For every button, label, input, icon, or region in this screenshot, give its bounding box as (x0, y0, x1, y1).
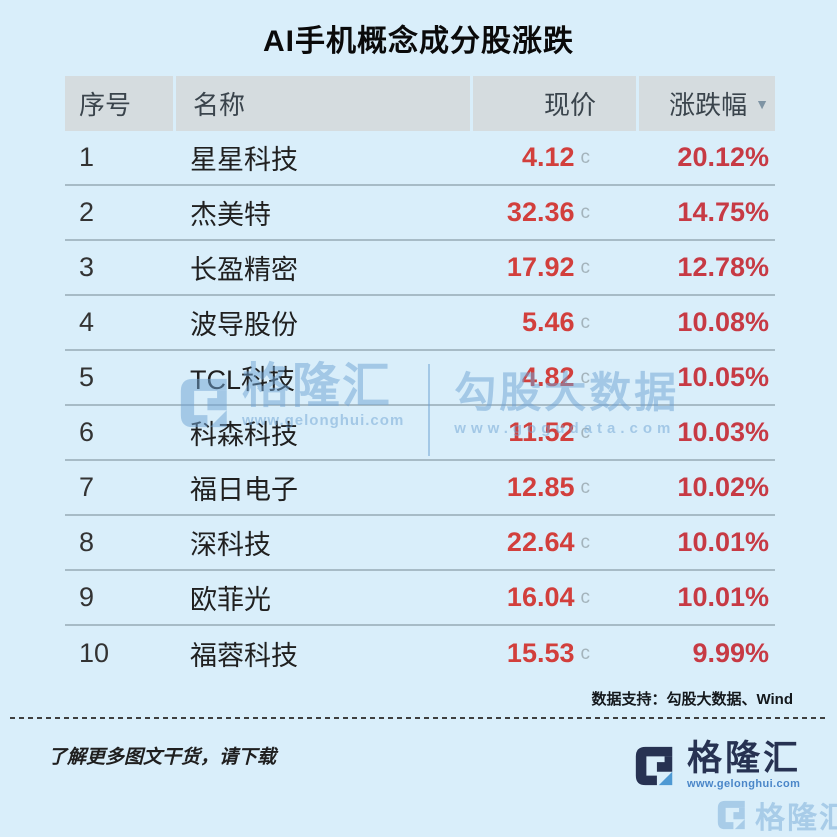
dashed-divider (10, 717, 829, 719)
price-cell: 4.12 c (467, 142, 630, 173)
stock-name-cell: 欧菲光 (190, 585, 271, 615)
table-row[interactable]: 5 TCL科技 4.82 c 10.05% (65, 351, 775, 406)
table-row[interactable]: 8 深科技 22.64 c 10.01% (65, 516, 775, 571)
sort-desc-icon[interactable]: ▼ (755, 95, 769, 112)
table-row[interactable]: 4 波导股份 5.46 c 10.08% (65, 296, 775, 351)
table-row[interactable]: 9 欧菲光 16.04 c 10.01% (65, 571, 775, 626)
stock-name-cell: 杰美特 (190, 200, 271, 230)
price-value: 12.85 (506, 472, 575, 502)
price-cell: 4.82 c (467, 362, 630, 393)
row-index-cell: 9 (79, 582, 95, 612)
row-index-cell: 6 (79, 417, 95, 447)
change-percent-cell: 10.02% (677, 472, 769, 502)
price-unit-label: c (580, 201, 591, 223)
page-title: AI手机概念成分股涨跌 (263, 25, 574, 58)
price-unit-label: c (580, 146, 591, 168)
price-unit-label: c (580, 256, 591, 278)
row-index-cell: 10 (79, 638, 110, 668)
promo-text: 了解更多图文干货，请下载 (48, 747, 277, 768)
stock-name-cell: 长盈精密 (190, 255, 298, 285)
corner-watermark: 格隆汇 (715, 793, 837, 837)
data-source-credit: 数据支持：勾股大数据、Wind (591, 691, 793, 708)
change-percent-cell: 10.05% (677, 362, 769, 392)
price-cell: 12.85 c (467, 472, 630, 503)
change-percent-cell: 20.12% (677, 142, 769, 172)
header-change[interactable]: 涨跌幅 ▼ (639, 76, 775, 131)
row-index-cell: 4 (79, 307, 95, 337)
header-index: 序号 (65, 76, 173, 131)
table-row[interactable]: 7 福日电子 12.85 c 10.02% (65, 461, 775, 516)
change-percent-cell: 10.08% (677, 307, 769, 337)
gelonghui-logo-icon (635, 746, 673, 785)
table-row[interactable]: 6 科森科技 11.52 c 10.03% (65, 406, 775, 461)
change-percent-cell: 10.03% (677, 417, 769, 447)
price-cell: 11.52 c (467, 417, 630, 448)
brand-url: www.gelonghui.com (686, 778, 801, 790)
gelonghui-logo-icon (717, 800, 745, 830)
price-unit-label: c (580, 476, 591, 498)
price-value: 4.12 (521, 142, 575, 172)
table-row[interactable]: 1 星星科技 4.12 c 20.12% (65, 131, 775, 186)
stock-name-cell: TCL科技 (190, 365, 296, 395)
stock-table: 序号 名称 现价 涨跌幅 ▼ 1 星星科技 4.12 c 20.12% 2 杰美… (65, 76, 775, 681)
change-percent-cell: 12.78% (677, 252, 769, 282)
price-unit-label: c (580, 586, 591, 608)
change-percent-cell: 10.01% (677, 527, 769, 557)
price-value: 17.92 (506, 252, 575, 282)
row-index-cell: 8 (79, 527, 95, 557)
price-value: 16.04 (506, 582, 575, 612)
table-row[interactable]: 2 杰美特 32.36 c 14.75% (65, 186, 775, 241)
stock-name-cell: 福日电子 (190, 475, 298, 505)
price-value: 22.64 (506, 527, 575, 557)
stock-name-cell: 科森科技 (190, 420, 298, 450)
price-cell: 15.53 c (467, 638, 630, 669)
header-price: 现价 (473, 76, 636, 131)
table-row[interactable]: 10 福蓉科技 15.53 c 9.99% (65, 626, 775, 681)
price-value: 15.53 (506, 638, 575, 668)
price-unit-label: c (580, 366, 591, 388)
change-percent-cell: 10.01% (677, 582, 769, 612)
gelonghui-logo: 格隆汇 www.gelonghui.com (632, 741, 801, 790)
stock-name-cell: 福蓉科技 (190, 641, 298, 671)
price-unit-label: c (580, 421, 591, 443)
corner-watermark-brand: 格隆汇 (755, 802, 837, 835)
price-cell: 17.92 c (467, 252, 630, 283)
row-index-cell: 7 (79, 472, 95, 502)
row-index-cell: 2 (79, 197, 95, 227)
price-value: 5.46 (521, 307, 575, 337)
header-change-label: 涨跌幅 (669, 90, 748, 120)
stock-name-cell: 星星科技 (190, 145, 298, 175)
price-value: 32.36 (506, 197, 575, 227)
row-index-cell: 3 (79, 252, 95, 282)
brand-name: 格隆汇 (686, 739, 801, 778)
row-index-cell: 1 (79, 142, 95, 172)
row-index-cell: 5 (79, 362, 95, 392)
price-value: 11.52 (508, 417, 575, 447)
price-cell: 32.36 c (467, 197, 630, 228)
stock-name-cell: 波导股份 (190, 310, 298, 340)
price-value: 4.82 (521, 362, 575, 392)
table-row[interactable]: 3 长盈精密 17.92 c 12.78% (65, 241, 775, 296)
table-header-row: 序号 名称 现价 涨跌幅 ▼ (65, 76, 775, 131)
table-body: 1 星星科技 4.12 c 20.12% 2 杰美特 32.36 c 14.75… (65, 131, 775, 681)
stock-name-cell: 深科技 (190, 530, 271, 560)
change-percent-cell: 14.75% (677, 197, 769, 227)
price-unit-label: c (580, 311, 591, 333)
price-unit-label: c (580, 531, 591, 553)
price-cell: 22.64 c (467, 527, 630, 558)
change-percent-cell: 9.99% (692, 638, 769, 668)
price-unit-label: c (580, 642, 591, 664)
price-cell: 5.46 c (467, 307, 630, 338)
price-cell: 16.04 c (467, 582, 630, 613)
header-name: 名称 (176, 76, 470, 131)
